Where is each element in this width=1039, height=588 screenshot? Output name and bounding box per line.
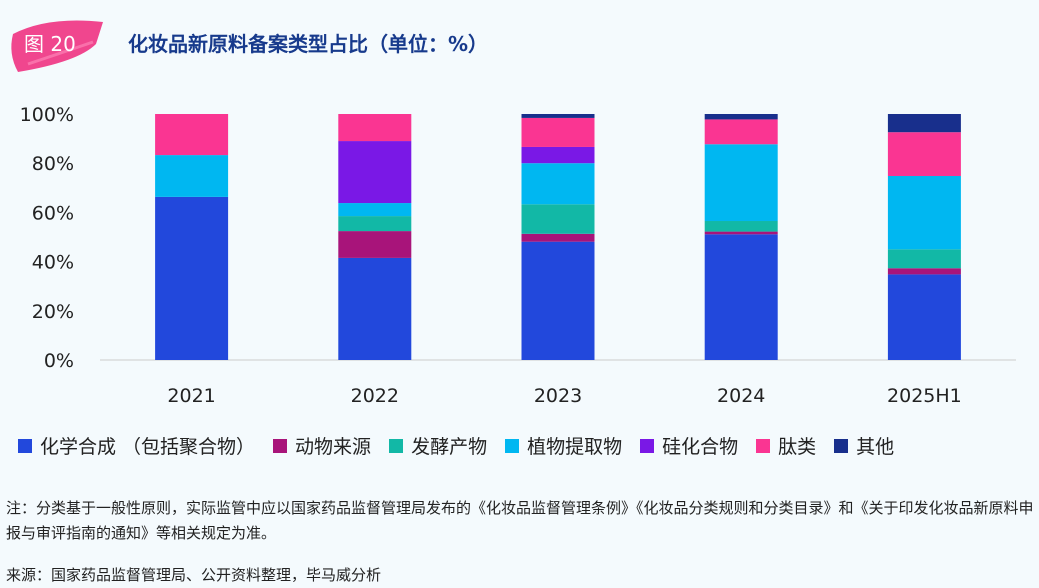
bar-segment [704,119,778,145]
bar-segment [704,234,778,360]
figure-label: 图 20 [24,32,76,56]
bar-segment [704,144,778,222]
legend-swatch [640,438,655,453]
chart-title: 化妆品新原料备案类型占比（单位：%） [128,32,489,56]
x-tick-label: 2023 [534,385,582,407]
legend-item: 动物来源 [273,432,371,459]
legend-item: 发酵产物 [389,432,487,459]
x-tick-label: 2024 [717,385,765,407]
legend-swatch [18,438,32,453]
footnote: 注：分类基于一般性原则，实际监管中应以国家药品监督管理局发布的《化妆品监督管理条… [6,499,1034,542]
bar-segment [521,233,595,242]
legend-label: 其他 [856,436,895,458]
legend-item: 化学合成 （包括聚合物） [18,432,255,459]
figure-badge-brush [11,20,103,72]
bar-segment [704,114,778,120]
bar-segment [338,216,412,232]
legend-swatch [273,438,288,453]
bar-segment [338,257,412,360]
bar-segment [887,268,961,275]
bar-segment [704,221,778,232]
bar-segment [887,175,961,250]
y-tick-label: 80% [32,153,74,175]
legend-label: 硅化合物 [662,436,739,458]
legend-label: 动物来源 [295,436,372,458]
legend: 化学合成 （包括聚合物） 动物来源 发酵产物 植物提取物 硅化合物 肽类 其他 [18,432,894,459]
y-tick-label: 60% [32,202,74,224]
stacked-bar-chart: 0% 20% 40% 60% 80% 100% 2021 2022 2023 2024 2025H1 [20,104,1016,407]
bar-segment [887,114,961,133]
bar-segment [521,204,595,234]
bar-segment [338,203,412,217]
x-tick-label: 2025H1 [887,385,962,407]
x-tick-label: 2022 [351,385,399,407]
bar-segment [887,274,961,360]
bar-segment [521,146,595,164]
y-tick-label: 100% [20,104,74,126]
y-tick-label: 40% [32,252,74,274]
legend-swatch [756,438,771,453]
legend-label: 植物提取物 [527,436,623,458]
bar-segment [521,163,595,205]
bar-segment [521,114,595,118]
legend-label: 肽类 [778,436,817,458]
y-tick-label: 20% [32,301,74,323]
legend-swatch [389,438,404,453]
legend-label: 发酵产物 [411,436,488,458]
bar-segment [704,231,778,235]
legend-swatch [834,438,849,453]
bar-segment [521,117,595,147]
bar-segment [887,249,961,269]
bar-segment [155,196,229,360]
bar-segment [155,114,229,156]
bar-segment [521,241,595,360]
legend-label: 化学合成 （包括聚合物） [40,436,256,458]
legend-swatch [505,438,520,453]
legend-item: 硅化合物 [640,432,738,459]
x-tick-label: 2021 [167,385,215,407]
bar-segment [155,155,229,197]
bar-segment [338,141,412,204]
legend-item: 其他 [834,432,894,459]
legend-item: 植物提取物 [505,432,622,459]
bar-segment [887,132,961,176]
bar-segment [338,114,412,142]
legend-item: 肽类 [756,432,816,459]
source-text: 来源：国家药品监督管理局、公开资料整理，毕马威分析 [6,566,382,584]
bar-segment [338,231,412,258]
y-tick-label: 0% [44,350,74,372]
